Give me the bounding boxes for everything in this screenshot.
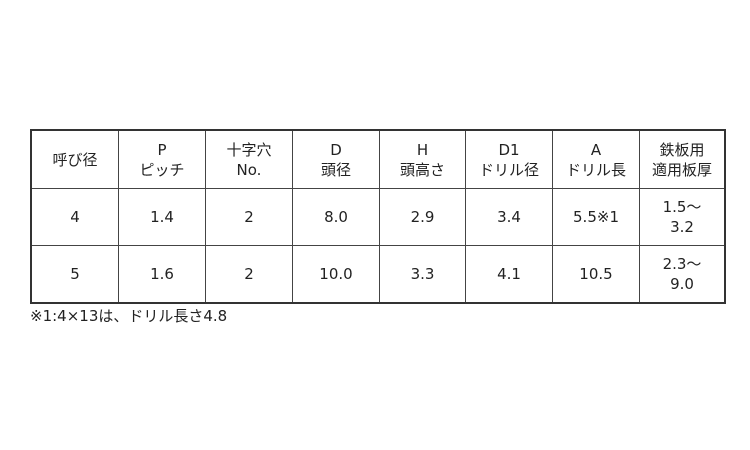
- cell-text: A: [590, 140, 602, 159]
- cell-text: 頭径: [320, 160, 351, 179]
- header-cell: 鉄板用 適用板厚: [639, 129, 726, 189]
- table-cell: 5: [30, 245, 119, 304]
- header-cell: A ドリル長: [552, 129, 640, 189]
- table-cell: 2.9: [379, 188, 466, 246]
- header-row: 呼び径 P ピッチ 十字穴 No. D 頭径 H 頭高さ D1 ドリル径 A ドリル長 鉄板用 適用板厚: [30, 129, 726, 189]
- table-cell: 4: [30, 188, 119, 246]
- cell-text: 5: [70, 265, 80, 283]
- header-cell: P ピッチ: [118, 129, 206, 189]
- cell-text: 10.5: [579, 265, 613, 283]
- header-cell: D1 ドリル径: [465, 129, 553, 189]
- table-cell: 1.6: [118, 245, 206, 304]
- cell-text: 9.0: [670, 275, 694, 293]
- cell-text: 適用板厚: [651, 160, 712, 179]
- cell-text: 1.5～: [662, 198, 702, 216]
- cell-text: D: [330, 140, 342, 159]
- cell-text: 呼び径: [52, 150, 98, 169]
- table-cell: 1.4: [118, 188, 206, 246]
- cell-text: 2: [244, 208, 254, 226]
- table-cell: 2: [205, 245, 293, 304]
- cell-text: 十字穴: [226, 140, 272, 159]
- cell-text: No.: [236, 160, 262, 179]
- cell-text: 2.9: [410, 208, 435, 226]
- cell-text: ドリル径: [478, 160, 539, 179]
- cell-text: 2.3～: [662, 255, 702, 273]
- cell-text: P: [157, 140, 167, 159]
- table-cell: 10.5: [552, 245, 640, 304]
- cell-text: 4: [70, 208, 80, 226]
- table-cell: 5.5※1: [552, 188, 640, 246]
- table-cell: 8.0: [292, 188, 380, 246]
- cell-text: 1.6: [150, 265, 174, 283]
- cell-text: 5.5※1: [573, 208, 619, 226]
- header-cell: 十字穴 No.: [205, 129, 293, 189]
- footnote: ※1:4×13は、ドリル長さ4.8: [30, 307, 228, 325]
- cell-text: 3.4: [497, 208, 521, 226]
- header-cell: D 頭径: [292, 129, 380, 189]
- table-cell: 3.3: [379, 245, 466, 304]
- cell-text: 10.0: [319, 265, 353, 283]
- cell-text: 2: [244, 265, 254, 283]
- table-cell: 4.1: [465, 245, 553, 304]
- cell-text: 鉄板用: [659, 140, 705, 159]
- cell-text: ドリル長: [565, 160, 626, 179]
- cell-text: ピッチ: [139, 160, 185, 179]
- table-cell: 1.5～ 3.2: [639, 188, 726, 246]
- table-row: 4 1.4 2 8.0 2.9 3.4 5.5※1 1.5～ 3.2: [30, 188, 726, 246]
- cell-text: 頭高さ: [399, 160, 445, 179]
- cell-text: 3.3: [410, 265, 435, 283]
- cell-text: 3.2: [670, 218, 694, 236]
- table-cell: 3.4: [465, 188, 553, 246]
- cell-text: D1: [498, 140, 520, 159]
- header-cell: 呼び径: [30, 129, 119, 189]
- table-cell: 2: [205, 188, 293, 246]
- header-cell: H 頭高さ: [379, 129, 466, 189]
- cell-text: 1.4: [150, 208, 174, 226]
- table-cell: 10.0: [292, 245, 380, 304]
- cell-text: 8.0: [324, 208, 348, 226]
- cell-text: 4.1: [497, 265, 521, 283]
- spec-table: 呼び径 P ピッチ 十字穴 No. D 頭径 H 頭高さ D1 ドリル径 A ドリル長 鉄板用 適用板厚 4…: [30, 129, 726, 304]
- cell-text: H: [416, 140, 429, 159]
- table-row: 5 1.6 2 10.0 3.3 4.1 10.5 2.3～ 9.0: [30, 245, 726, 304]
- table-cell: 2.3～ 9.0: [639, 245, 726, 304]
